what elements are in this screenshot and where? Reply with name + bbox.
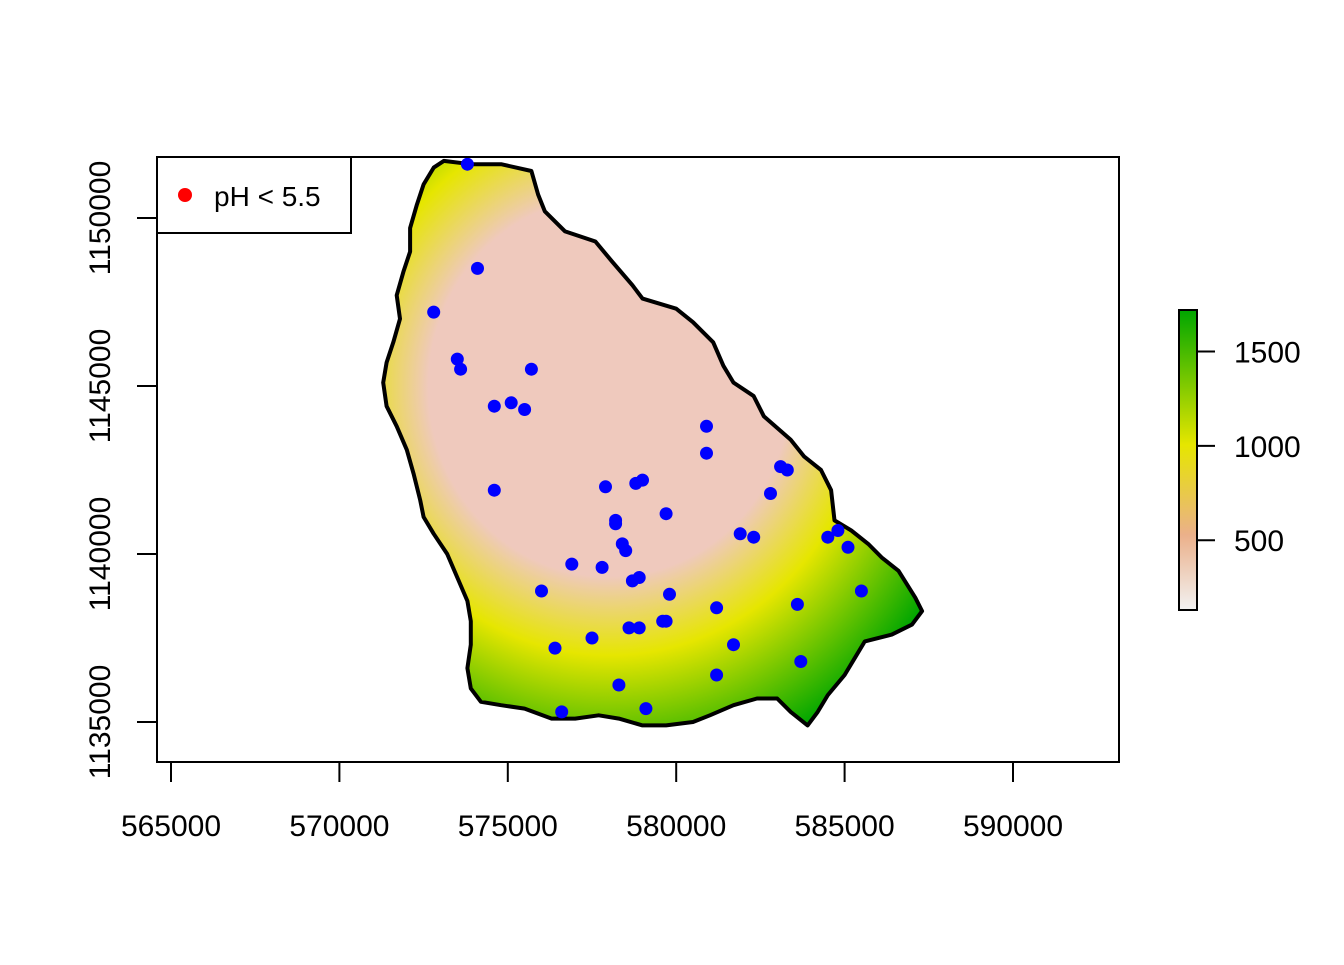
sample-point — [733, 527, 747, 541]
sample-point — [727, 638, 740, 652]
sample-point — [659, 614, 673, 628]
sample-point — [471, 261, 484, 275]
sample-point — [518, 403, 532, 416]
sample-point — [487, 399, 501, 413]
sample-point — [450, 352, 464, 366]
x-tick-label: 570000 — [289, 810, 389, 843]
x-tick-label: 585000 — [795, 810, 895, 843]
sample-point — [854, 584, 868, 598]
y-axis: 1135000 1140000 1145000 1150000 — [84, 161, 158, 780]
x-tick-label: 565000 — [121, 810, 221, 843]
sample-point — [831, 524, 845, 537]
sample-point — [710, 601, 724, 615]
colorbar-tick-label: 1500 — [1234, 337, 1301, 370]
sample-point — [427, 305, 441, 319]
sample-point — [632, 621, 646, 635]
sample-points — [427, 157, 868, 719]
sample-point — [821, 530, 835, 544]
x-tick-label: 590000 — [963, 810, 1063, 843]
sample-point — [619, 544, 633, 558]
sample-point — [663, 587, 676, 601]
sample-point — [595, 560, 609, 574]
colorbar-ticks: 500 1000 1500 — [1197, 337, 1301, 558]
y-tick-label: 1150000 — [84, 161, 117, 276]
sample-point — [504, 396, 518, 410]
sample-point — [565, 557, 579, 571]
sample-point — [524, 362, 538, 376]
sample-point — [535, 584, 548, 598]
sample-point — [599, 480, 612, 494]
y-tick-label: 1145000 — [84, 329, 117, 444]
sample-point — [548, 641, 562, 655]
sample-point — [794, 655, 808, 668]
y-tick-label: 1135000 — [84, 665, 117, 780]
colorbar-tick-label: 500 — [1234, 525, 1284, 558]
sample-point — [625, 574, 639, 588]
legend-label: pH < 5.5 — [214, 181, 321, 212]
sample-point — [622, 621, 636, 635]
sample-point — [460, 157, 474, 171]
sample-point — [612, 678, 626, 692]
sample-point — [454, 362, 468, 376]
sample-point — [629, 476, 643, 490]
sample-point — [764, 487, 777, 500]
x-tick-label: 580000 — [626, 810, 726, 843]
x-axis: 565000 570000 575000 580000 585000 590000 — [121, 761, 1063, 843]
catchment-elevation-fill — [383, 160, 923, 726]
sample-point — [585, 631, 599, 645]
sample-point — [710, 668, 724, 682]
sample-point — [659, 507, 673, 521]
terrain-layer — [381, 158, 925, 728]
sample-point — [780, 463, 794, 477]
sample-point — [639, 702, 653, 716]
sample-point — [609, 517, 623, 531]
sample-point — [700, 419, 713, 433]
sample-point — [747, 530, 761, 544]
catchment-boundary — [381, 158, 925, 728]
colorbar-gradient — [1178, 309, 1198, 611]
colorbar: 500 1000 1500 — [1178, 309, 1301, 611]
y-tick-label: 1140000 — [84, 497, 117, 612]
legend: pH < 5.5 — [156, 156, 352, 234]
sample-point — [790, 597, 804, 611]
legend-marker — [178, 188, 192, 202]
colorbar-tick-label: 1000 — [1234, 431, 1301, 464]
sample-point — [841, 540, 855, 554]
sample-point — [487, 483, 501, 497]
sample-point — [700, 446, 713, 460]
x-tick-label: 575000 — [458, 810, 558, 843]
sample-point — [555, 705, 569, 719]
